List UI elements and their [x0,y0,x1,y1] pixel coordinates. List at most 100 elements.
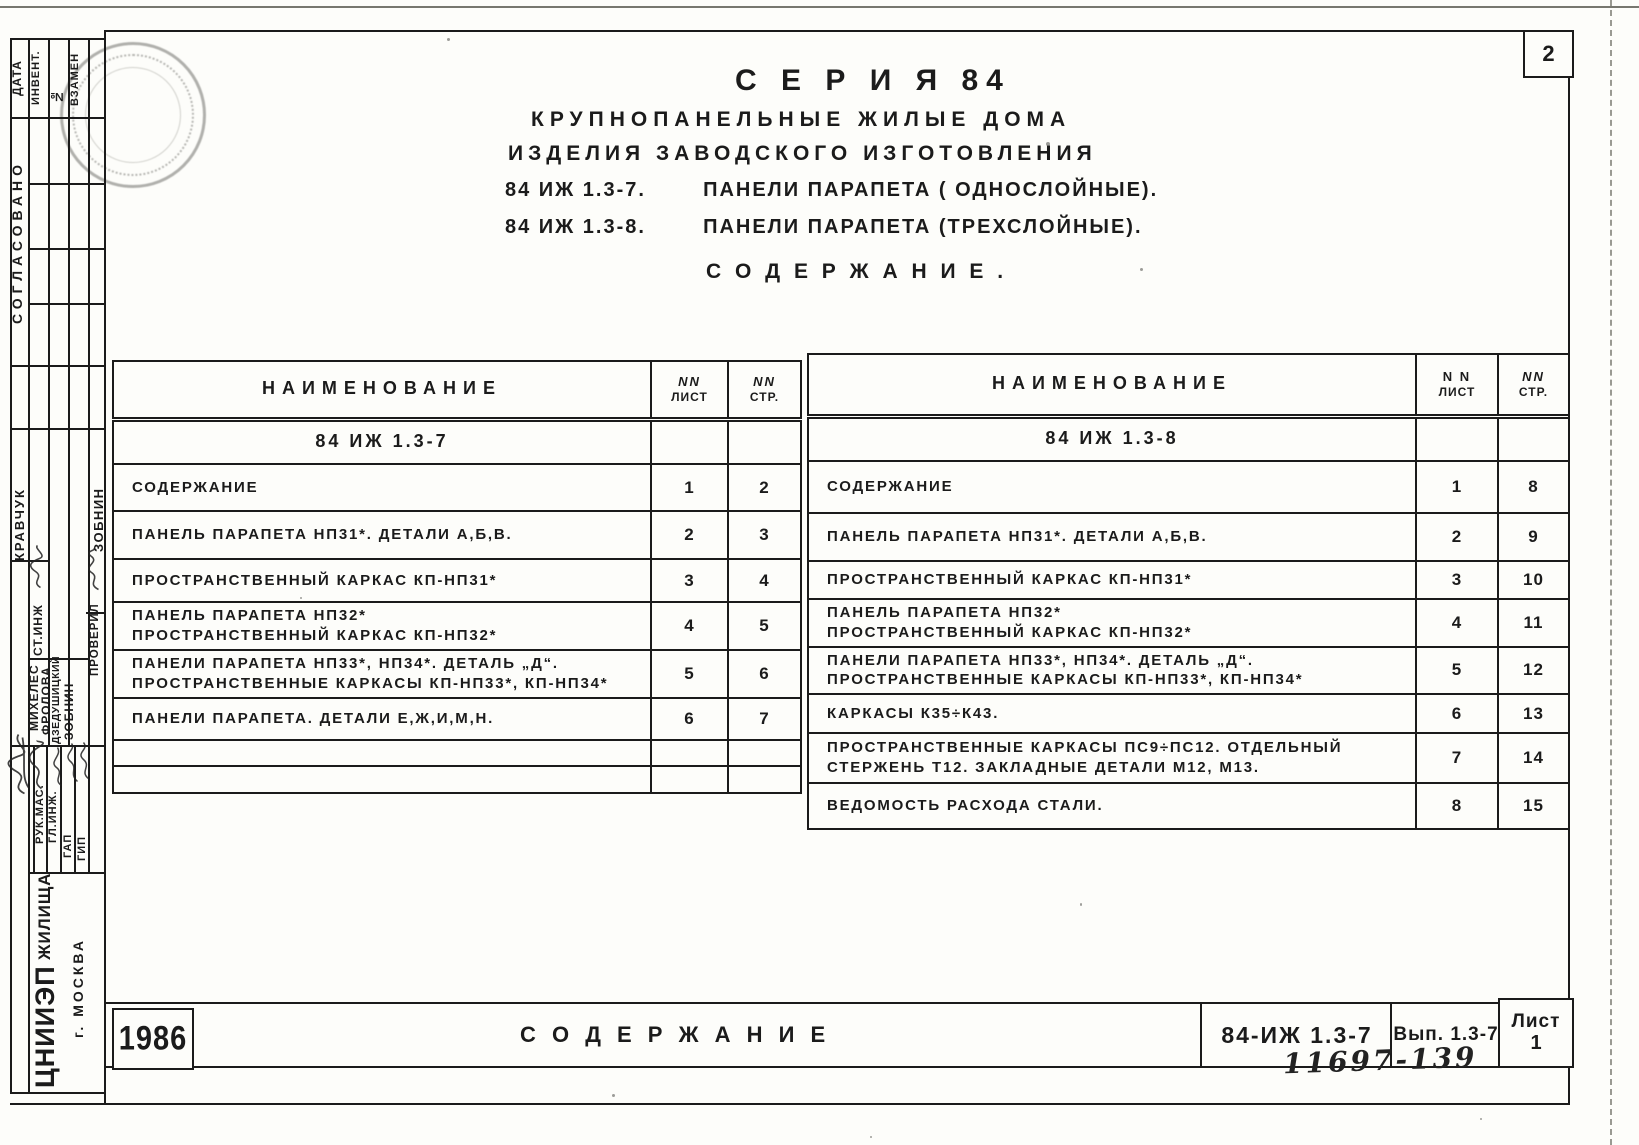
album-line1: 84 ИЖ 1.3-7. ПАНЕЛИ ПАРАПЕТА ( ОДНОСЛОЙН… [505,179,1158,202]
sheet-label: Лист [1511,1010,1561,1032]
toc-name-cell: СОДЕРЖАНИЕ [807,460,1417,514]
table-row: ПАНЕЛЬ ПАРАПЕТА НП32* ПРОСТРАНСТВЕННЫЙ КА… [807,598,1570,648]
table-row: ПАНЕЛИ ПАРАПЕТА НП33*, НП34*. ДЕТАЛЬ „Д“… [112,649,802,699]
sidebar-name-dzedushitskiy: ДЗЕДУШИЦКИЙ [50,655,62,745]
sidebar-org-city: г. МОСКВА [70,938,86,1038]
table-row: ПАНЕЛЬ ПАРАПЕТА НП31*. ДЕТАЛИ А,Б,В. 2 9 [807,512,1570,562]
toc-page-cell: 3 [727,510,802,560]
toc-page-cell: 15 [1497,782,1570,831]
toc-name-cell: ПАНЕЛИ ПАРАПЕТА. ДЕТАЛИ Е,Ж,И,М,Н. [112,696,652,741]
toc-table-1: НАИМЕНОВАНИЕ NN ЛИСТ NN СТР. 84 ИЖ 1.3-7 С… [112,360,802,794]
column-header-sheet: N N ЛИСТ [1415,353,1499,419]
toc-sheet-cell: 7 [1415,732,1499,785]
table-header-row: НАИМЕНОВАНИЕ N N ЛИСТ NN СТР. [807,353,1570,419]
table-section-row: 84 ИЖ 1.3-7 [112,418,802,465]
column-header-page: NN СТР. [727,360,802,422]
table-row: ПАНЕЛЬ ПАРАПЕТА НП32* ПРОСТРАНСТВЕННЫЙ КА… [112,601,802,651]
table-row: СОДЕРЖАНИЕ 1 2 [112,463,802,512]
handwritten-archive-number: 11697-139 [1282,1040,1479,1081]
stamp-ring-icon [72,54,194,176]
section-title: 84 ИЖ 1.3-7 [315,431,449,452]
sidebar-name-kravchuk: КРАВЧУК [12,488,27,562]
sidebar-line [10,560,48,562]
album-line2: 84 ИЖ 1.3-8. ПАНЕЛИ ПАРАПЕТА (ТРЕХСЛОЙНЫ… [505,216,1143,239]
toc-name-cell: ПРОСТРАНСТВЕННЫЙ КАРКАС КП-НП31* [807,560,1417,600]
contents-heading: С О Д Е Р Ж А Н И Е . [706,260,1008,283]
sidebar-line [28,303,106,305]
sidebar-role-gl-inzh: ГЛ.ИНЖ. [47,790,59,844]
toc-page-cell: 11 [1497,598,1570,648]
sidebar-invent-label: ИНВЕНТ. [30,50,42,106]
sidebar-line [10,38,106,40]
toc-name-cell: ПАНЕЛЬ ПАРАПЕТА НП32* ПРОСТРАНСТВЕННЫЙ КА… [112,601,652,651]
scan-speck [1140,268,1143,271]
toc-cell-empty [112,764,652,794]
frame-bottom-line [10,1103,1570,1105]
toc-sheet-cell: 2 [1415,512,1499,562]
column-header-name-label: НАИМЕНОВАНИЕ [262,378,502,399]
sidebar-line [10,365,106,367]
corner-sheet-number-box: 2 [1523,30,1574,78]
sidebar-line [86,612,106,614]
sidebar-role-st-inzh: СТ.ИНЖ [31,604,45,656]
section-title-cell: 84 ИЖ 1.3-7 [112,418,652,465]
sidebar-line [10,745,106,747]
toc-sheet-cell: 4 [650,601,729,651]
corner-sheet-number: 2 [1542,41,1555,66]
sidebar-role-gap: ГАП [62,833,74,859]
toc-cell-empty [727,738,802,767]
toc-sheet-cell: 3 [650,558,729,603]
toc-name-cell: ПАНЕЛИ ПАРАПЕТА НП33*, НП34*. ДЕТАЛЬ „Д“… [807,645,1417,696]
year-box: 1986 [112,1008,194,1070]
stamp-ring-icon [85,67,181,163]
sidebar-line [28,658,88,660]
toc-name-cell: ПАНЕЛЬ ПАРАПЕТА НП32* ПРОСТРАНСТВЕННЫЙ КА… [807,598,1417,648]
album1-name: ПАНЕЛИ ПАРАПЕТА ( ОДНОСЛОЙНЫЕ). [703,179,1159,201]
album2-name: ПАНЕЛИ ПАРАПЕТА (ТРЕХСЛОЙНЫЕ). [703,216,1143,238]
toc-page-cell: 12 [1497,645,1570,696]
toc-cell [1497,415,1570,462]
section-title: 84 ИЖ 1.3-8 [1045,428,1179,449]
table-row: ВЕДОМОСТЬ РАСХОДА СТАЛИ. 8 15 [807,782,1570,831]
column-header-sheet: NN ЛИСТ [650,360,729,422]
toc-sheet-cell: 8 [1415,782,1499,831]
toc-sheet-cell: 1 [1415,460,1499,514]
sidebar-checked-label: ПРОВЕРИЛ [89,603,101,676]
toc-name-cell: КАРКАСЫ К35÷К43. [807,693,1417,735]
issue-label: Вып. 1.3-7 [1393,1024,1499,1045]
signature-mark [29,544,52,590]
toc-sheet-cell: 3 [1415,560,1499,600]
toc-table-2: НАИМЕНОВАНИЕ N N ЛИСТ NN СТР. 84 ИЖ 1.3-8 … [807,353,1570,831]
table-row: ПРОСТРАНСТВЕННЫЙ КАРКАС КП-НП31* 3 10 [807,560,1570,600]
table-row: ПРОСТРАНСТВЕННЫЙ КАРКАС КП-НП31* 3 4 [112,558,802,603]
sheet-number: 1 [1530,1032,1542,1055]
toc-page-cell: 9 [1497,512,1570,562]
scan-speck [300,597,302,599]
sidebar-number-label: № [50,89,64,105]
scan-speck [612,1094,615,1097]
table-row-empty [112,738,802,767]
sidebar-line [28,872,106,874]
scan-speck [870,1136,872,1138]
toc-sheet-cell: 4 [1415,598,1499,648]
table-section-row: 84 ИЖ 1.3-8 [807,415,1570,462]
scan-speck [1046,142,1050,146]
title-block-band [104,1002,1570,1068]
org-name-small: ЖИЛИЩА [35,872,54,960]
series-title: С Е Р И Я 84 [735,64,1011,97]
column-header-name: НАИМЕНОВАНИЕ [112,360,652,422]
sidebar-name-zobnin-top: ЗОБНИН [91,487,106,553]
round-stamp [60,42,206,188]
toc-name-cell: ПРОСТРАНСТВЕННЫЕ КАРКАСЫ ПС9÷ПС12. ОТДЕЛ… [807,732,1417,785]
column-header-name: НАИМЕНОВАНИЕ [807,353,1417,419]
table-row: ПАНЕЛИ ПАРАПЕТА. ДЕТАЛИ Е,Ж,И,М,Н. 6 7 [112,696,802,741]
sidebar-line [48,38,50,745]
toc-page-cell: 6 [727,649,802,699]
sidebar-line [33,745,35,872]
toc-name-cell: ПАНЕЛЬ ПАРАПЕТА НП31*. ДЕТАЛИ А,Б,В. [112,510,652,560]
toc-sheet-cell: 6 [1415,693,1499,735]
outer-dashed-line [1610,0,1612,1145]
table-row: ПАНЕЛЬ ПАРАПЕТА НП31*. ДЕТАЛИ А,Б,В. 2 3 [112,510,802,560]
table-row: ПРОСТРАНСТВЕННЫЕ КАРКАСЫ ПС9÷ПС12. ОТДЕЛ… [807,732,1570,785]
sidebar-line [10,38,12,1092]
